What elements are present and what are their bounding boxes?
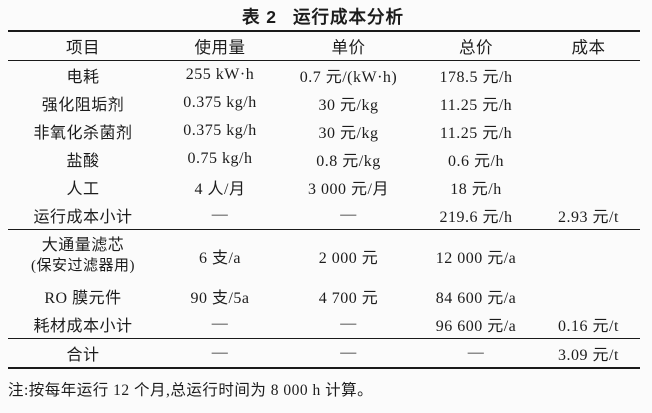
table-caption-label: 表 2 [241,7,278,27]
cell-total-price: — [467,344,485,361]
table-row-antiscalant: 强化阻垢剂 0.375 kg/h 30 元/kg 11.25 元/h [8,89,640,117]
cell-item: 强化阻垢剂 [41,97,125,114]
cell-item-line1: 大通量滤芯 [41,237,125,255]
cell-item: 大通量滤芯 (保安过滤器用) [8,230,158,283]
table-caption: 表 2 运行成本分析 [8,5,638,30]
cell-usage: 0.75 kg/h [187,150,253,167]
table-row-biocide: 非氧化杀菌剂 0.375 kg/h 30 元/kg 11.25 元/h [8,117,640,145]
cell-item: 运行成本小计 [33,209,133,226]
cell-unit-price: 30 元/kg [318,125,379,142]
column-header-usage: 使用量 [194,38,246,57]
cell-unit-price: 3 000 元/月 [308,181,389,198]
cell-cost [537,282,640,310]
table-caption-title: 运行成本分析 [293,7,405,27]
cell-cost [537,145,640,173]
cell-cost: 2.93 元/t [558,209,619,226]
cell-unit-price: — [340,344,357,361]
cell-cost [537,173,640,201]
cell-total-price: 18 元/h [450,181,502,198]
table-row-labor: 人工 4 人/月 3 000 元/月 18 元/h [8,173,640,201]
cell-total-price: 11.25 元/h [439,97,513,114]
cell-usage: 90 支/5a [190,290,250,307]
table-row-grand-total: 合计 — — — 3.09 元/t [8,339,640,368]
cell-unit-price: 0.7 元/(kW·h) [299,69,398,86]
cell-usage: 0.375 kg/h [183,94,257,111]
cell-total-price: 84 600 元/a [435,290,517,307]
table-footnote: 注:按每年运行 12 个月,总运行时间为 8 000 h 计算。 [8,382,374,399]
cell-usage: — [211,206,229,223]
cell-unit-price: 0.8 元/kg [316,153,381,170]
cell-total-price: 219.6 元/h [439,209,513,226]
column-header-unit-price: 单价 [331,38,366,57]
table-row-consumables-subtotal: 耗材成本小计 — — 96 600 元/a 0.16 元/t [8,310,640,339]
cell-total-price: 0.6 元/h [448,153,504,170]
header-row: 项目 使用量 单价 总价 成本 [8,31,640,61]
cell-cost: 3.09 元/t [558,347,619,364]
cell-usage: 4 人/月 [194,181,246,198]
column-header-total-price: 总价 [459,38,493,57]
cell-unit-price: 2 000 元 [318,250,379,267]
cell-unit-price: — [340,315,357,332]
cell-cost [537,89,640,117]
cell-cost: 0.16 元/t [558,318,619,335]
cell-item-line2: (保安过滤器用) [31,257,135,274]
cell-unit-price: 4 700 元 [318,290,379,307]
cell-unit-price: 30 元/kg [318,97,379,114]
cell-item: 非氧化杀菌剂 [33,125,133,142]
cell-cost [537,61,640,90]
cell-total-price: 12 000 元/a [435,250,517,267]
table-row-filter-cartridge: 大通量滤芯 (保安过滤器用) 6 支/a 2 000 元 12 000 元/a [8,230,640,283]
table-row-electricity: 电耗 255 kW·h 0.7 元/(kW·h) 178.5 元/h [8,61,640,90]
cell-usage: 0.375 kg/h [183,122,257,139]
cell-item: 电耗 [66,69,100,86]
cell-usage: 255 kW·h [185,66,255,83]
column-header-item: 项目 [66,38,100,57]
cell-total-price: 11.25 元/h [439,125,513,142]
cell-item: 人工 [66,181,100,198]
column-header-cost: 成本 [571,38,606,57]
cell-cost [537,117,640,145]
cost-table: 项目 使用量 单价 总价 成本 电耗 255 kW·h 0.7 元/(kW·h)… [8,30,640,369]
cell-item: 合计 [66,347,100,364]
cell-item: RO 膜元件 [44,290,122,307]
cell-usage: 6 支/a [198,250,242,267]
cell-usage: — [211,344,229,361]
cell-item: 耗材成本小计 [33,318,133,335]
cell-item: 盐酸 [66,153,100,170]
cell-unit-price: — [340,206,357,223]
table-row-operating-subtotal: 运行成本小计 — — 219.6 元/h 2.93 元/t [8,201,640,230]
cell-usage: — [211,315,229,332]
cell-total-price: 178.5 元/h [439,69,513,86]
cell-cost [537,230,640,283]
table-row-hydrochloric-acid: 盐酸 0.75 kg/h 0.8 元/kg 0.6 元/h [8,145,640,173]
cell-total-price: 96 600 元/a [435,318,517,335]
table-row-ro-membrane: RO 膜元件 90 支/5a 4 700 元 84 600 元/a [8,282,640,310]
